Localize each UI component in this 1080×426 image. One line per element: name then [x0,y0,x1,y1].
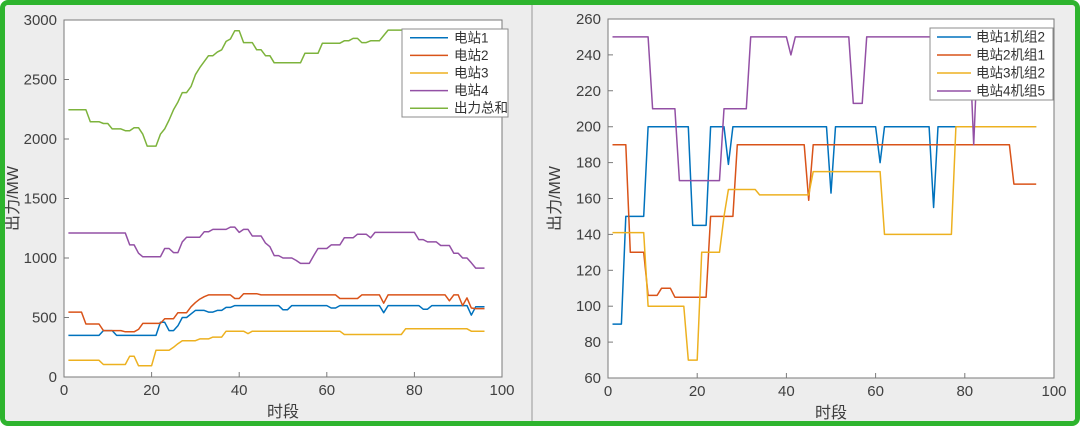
legend-label-1: 电站2机组1 [976,48,1045,63]
y-tick-label: 2500 [24,72,57,89]
y-axis-label: 出力/MW [5,165,22,231]
legend-label-2: 电站3机组2 [976,66,1045,81]
series-line-0 [68,304,485,337]
y-tick-label: 140 [576,226,601,243]
y-tick-label: 200 [576,119,601,136]
y-tick-label: 1500 [24,191,57,208]
legend-label-3: 电站4 [454,83,489,98]
y-tick-label: 260 [576,11,601,28]
legend-label-0: 电站1机组2 [976,30,1045,45]
legend-label-3: 电站4机组5 [976,84,1045,99]
x-tick-label: 60 [867,383,884,400]
legend-box [929,27,1054,101]
right-chart-svg: 0 20 40 60 80 100 60 80 100 120 140 160 180 200 220 240… [546,11,1067,421]
x-axis-label: 时段 [267,403,299,421]
x-tick-label: 80 [406,382,423,399]
x-tick-label: 100 [1041,383,1066,400]
legend-label-4: 出力总和 [454,101,508,116]
legend-label-1: 电站2 [454,48,489,63]
x-tick-label: 60 [318,382,335,399]
y-tick-label: 100 [576,298,601,315]
legend-label-2: 电站3 [454,66,489,81]
series-line-1 [68,292,485,333]
y-tick-label: 2000 [24,131,57,148]
x-axis-label: 时段 [815,404,847,421]
left-chart-panel: 0 20 40 60 80 100 0 500 1000 1500 2000 2500 3000 时段 出力… [5,5,531,421]
series-line-2 [68,328,485,367]
y-tick-label: 80 [584,334,601,351]
series-line-1 [612,143,1037,298]
x-tick-label: 20 [143,382,160,399]
y-tick-label: 180 [576,155,601,172]
x-tick-label: 20 [689,383,706,400]
x-tick-label: 80 [956,383,973,400]
y-tick-label: 3000 [24,12,57,29]
x-tick-label: 0 [604,383,612,400]
x-tick-label: 40 [231,382,248,399]
series-line-2 [612,125,1037,361]
y-tick-label: 160 [576,191,601,208]
panel-divider [531,5,533,421]
x-tick-label: 0 [60,382,68,399]
y-tick-label: 60 [584,370,601,387]
left-chart-svg: 0 20 40 60 80 100050010001500200025003000时段出力… [5,12,515,421]
series-line-3 [68,226,485,269]
x-tick-label: 40 [778,383,795,400]
y-tick-label: 220 [576,83,601,100]
y-tick-label: 0 [49,369,57,386]
y-tick-label: 1000 [24,250,57,267]
y-axis-label: 出力/MW [546,165,564,231]
x-tick-label: 100 [489,382,514,399]
y-tick-label: 240 [576,47,601,64]
y-tick-label: 120 [576,262,601,279]
legend-label-0: 电站1 [454,30,489,45]
y-tick-label: 500 [32,310,57,327]
right-chart-panel: 0 20 40 60 80 100 60 80 100 120 140 160 180 200 220 240… [533,5,1075,421]
